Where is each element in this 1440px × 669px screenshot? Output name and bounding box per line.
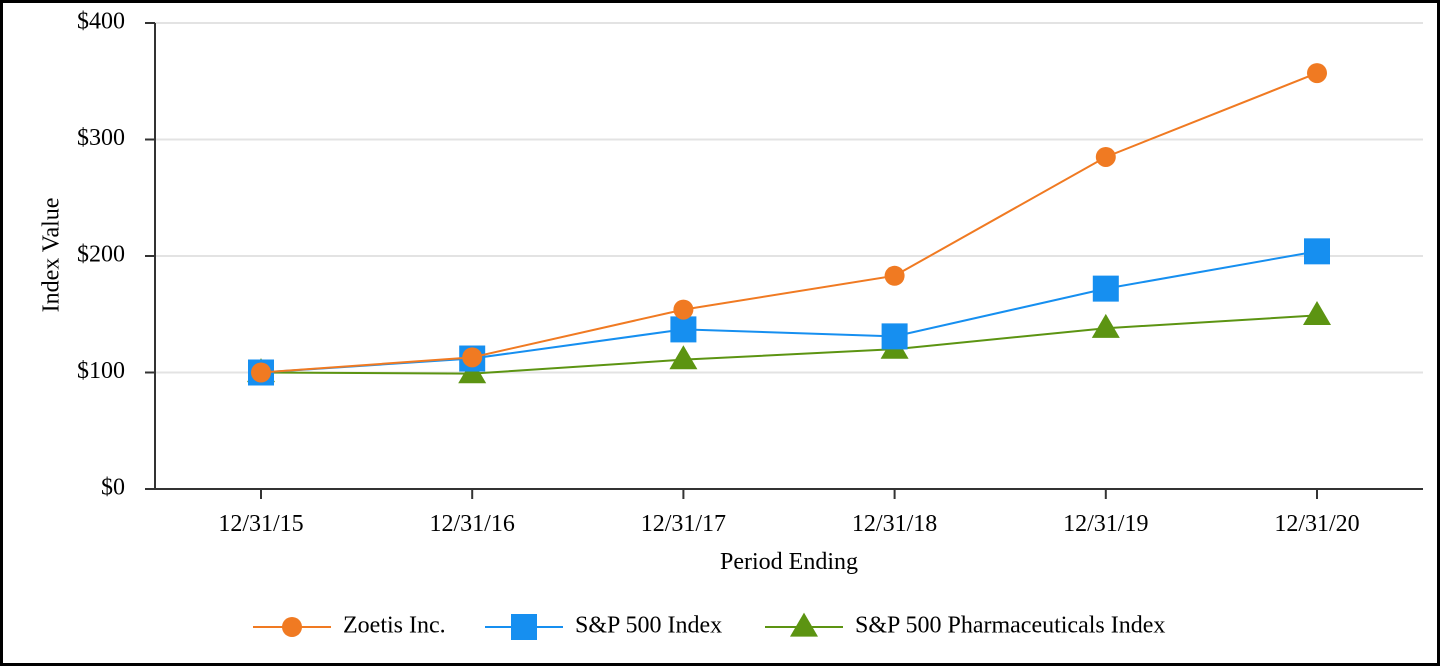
data-point-square [670, 316, 697, 343]
data-point-triangle [1091, 313, 1120, 338]
data-point-circle [251, 362, 271, 383]
y-axis-ticks: $0 $100 $200 $300 $400 [77, 9, 155, 501]
y-tick-label: $400 [77, 9, 125, 35]
series-line [260, 314, 1318, 375]
y-axis-title: Index Value [39, 198, 65, 313]
series-group [247, 63, 1331, 386]
x-axis-ticks: 12/31/15 12/31/16 12/31/17 12/31/18 12/31/19… [218, 489, 1360, 537]
legend-label: S&P 500 Pharmaceuticals Index [855, 613, 1165, 639]
x-tick-label: 12/31/19 [1063, 511, 1148, 537]
y-tick-label: $100 [77, 358, 125, 384]
legend-marker-triangle [790, 612, 818, 637]
x-tick-label: 12/31/15 [218, 511, 303, 537]
x-axis-title: Period Ending [720, 549, 858, 575]
data-point-circle [673, 299, 694, 320]
x-tick-label: 12/31/16 [430, 511, 515, 537]
data-point-circle [884, 265, 905, 286]
data-point-circle [1095, 146, 1116, 167]
data-point-square [1304, 238, 1330, 265]
data-point-square [881, 323, 908, 350]
legend-item: Zoetis Inc. [253, 613, 446, 639]
legend: Zoetis Inc. S&P 500 Index S&P 500 Pharmace… [253, 613, 1165, 640]
y-tick-label: $200 [77, 242, 125, 268]
legend-item: S&P 500 Pharmaceuticals Index [765, 613, 1165, 639]
legend-label: S&P 500 Index [575, 613, 722, 639]
data-point-triangle [1303, 301, 1331, 326]
x-tick-label: 12/31/17 [641, 511, 726, 537]
legend-label: Zoetis Inc. [343, 613, 446, 639]
data-point-triangle [669, 345, 698, 370]
data-point-circle [1307, 63, 1327, 84]
x-tick-label: 12/31/20 [1274, 511, 1359, 537]
y-tick-label: $300 [77, 125, 125, 151]
series-line [260, 72, 1318, 374]
series-square [248, 238, 1330, 386]
data-point-circle [462, 347, 483, 368]
series-circle [251, 63, 1327, 383]
series-triangle [247, 301, 1331, 384]
legend-item: S&P 500 Index [485, 613, 722, 640]
gridlines [155, 22, 1423, 374]
legend-marker-square [511, 614, 537, 640]
legend-marker-circle [282, 617, 302, 637]
data-point-square [1092, 275, 1119, 302]
y-tick-label: $0 [101, 475, 125, 501]
x-tick-label: 12/31/18 [852, 511, 937, 537]
line-chart: $0$100$200$300$400 12/31/15 12/31/16 12/31… [39, 9, 1423, 640]
